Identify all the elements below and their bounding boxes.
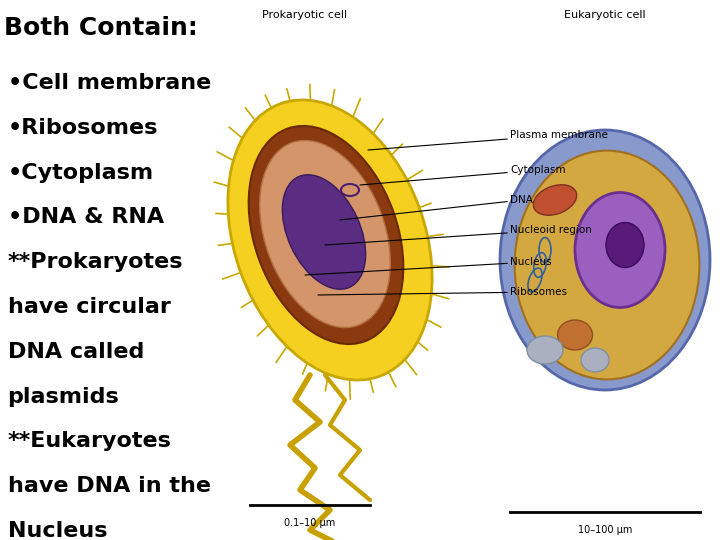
Text: Nucleoid region: Nucleoid region	[325, 225, 592, 245]
Ellipse shape	[534, 185, 577, 215]
Text: •Ribosomes: •Ribosomes	[7, 118, 158, 138]
Ellipse shape	[500, 130, 710, 390]
Ellipse shape	[282, 175, 366, 289]
Text: **Eukaryotes: **Eukaryotes	[7, 431, 171, 451]
Ellipse shape	[260, 140, 390, 328]
Ellipse shape	[228, 100, 432, 380]
Text: Both Contain:: Both Contain:	[4, 16, 198, 40]
Text: Nucleus: Nucleus	[305, 257, 552, 275]
Text: Eukaryotic cell: Eukaryotic cell	[564, 10, 646, 20]
Text: 10–100 μm: 10–100 μm	[578, 525, 632, 535]
Text: DNA: DNA	[340, 195, 533, 220]
Text: Prokaryotic cell: Prokaryotic cell	[262, 10, 348, 20]
Ellipse shape	[581, 348, 609, 372]
Text: **Prokaryotes: **Prokaryotes	[7, 252, 183, 272]
Text: 0.1–10 μm: 0.1–10 μm	[284, 518, 336, 528]
Ellipse shape	[515, 151, 699, 380]
Text: Ribosomes: Ribosomes	[318, 287, 567, 297]
Ellipse shape	[248, 126, 403, 344]
Text: Nucleus: Nucleus	[7, 521, 107, 540]
Text: •DNA & RNA: •DNA & RNA	[7, 207, 163, 227]
Text: have DNA in the: have DNA in the	[7, 476, 210, 496]
Text: •Cytoplasm: •Cytoplasm	[7, 163, 153, 183]
Text: Plasma membrane: Plasma membrane	[368, 130, 608, 150]
Text: •Cell membrane: •Cell membrane	[7, 73, 211, 93]
Text: Cytoplasm: Cytoplasm	[360, 165, 566, 185]
Text: have circular: have circular	[7, 297, 171, 317]
Text: plasmids: plasmids	[7, 387, 120, 407]
Ellipse shape	[557, 320, 593, 350]
Ellipse shape	[575, 192, 665, 307]
Ellipse shape	[606, 222, 644, 267]
Text: DNA called: DNA called	[7, 342, 144, 362]
Ellipse shape	[527, 336, 563, 364]
